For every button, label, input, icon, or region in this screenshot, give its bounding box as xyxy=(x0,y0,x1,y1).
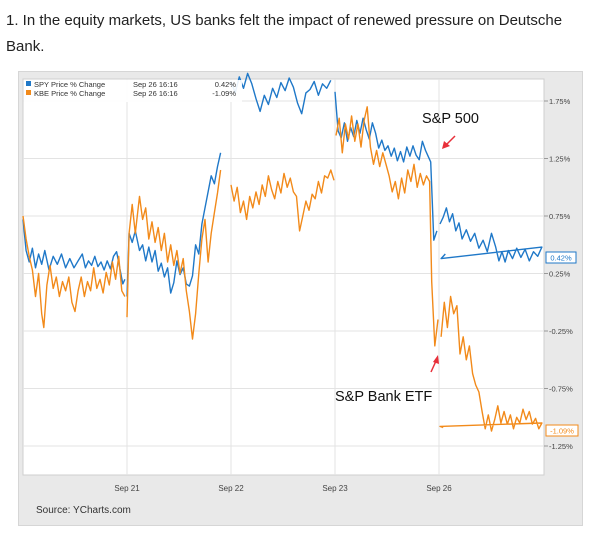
annotation-bank-etf-arrow-icon xyxy=(430,360,437,373)
annotation-bank-etf: S&P Bank ETF xyxy=(335,355,439,405)
legend-swatch-kbe xyxy=(26,90,31,95)
legend-swatch-spy xyxy=(26,81,31,86)
legend-date-spy: Sep 26 16:16 xyxy=(133,80,178,89)
end-value-label-spy: 0.42% xyxy=(545,251,577,264)
legend: SPY Price % Change Sep 26 16:16 0.42% KB… xyxy=(24,80,242,102)
legend-name-spy: SPY Price % Change xyxy=(34,80,105,89)
legend-date-kbe: Sep 26 16:16 xyxy=(133,89,178,98)
source-credit: Source: YCharts.com xyxy=(36,505,131,516)
annotation-bank-etf-arrowhead-icon xyxy=(433,355,439,364)
x-tick-label: Sep 26 xyxy=(426,484,452,493)
legend-box xyxy=(24,80,242,102)
x-tick-label: Sep 22 xyxy=(218,484,244,493)
intro-text: 1. In the equity markets, US banks felt … xyxy=(6,12,563,55)
annotation-sp500-label: S&P 500 xyxy=(422,111,479,127)
series-line-spy xyxy=(22,72,543,297)
legend-value-spy: 0.42% xyxy=(215,80,237,89)
end-value-box-kbe xyxy=(545,424,579,437)
y-tick-label: -0.75% xyxy=(549,385,573,394)
y-tick-label: 0.25% xyxy=(549,270,571,279)
legend-name-kbe: KBE Price % Change xyxy=(34,89,105,98)
end-value-text-kbe: -1.09% xyxy=(550,427,574,436)
x-tick-label: Sep 23 xyxy=(322,484,348,493)
y-tick-label: -0.25% xyxy=(549,327,573,336)
annotation-bank-etf-label: S&P Bank ETF xyxy=(335,389,432,405)
axes: Sep 21 Sep 22 Sep 23 Sep 26 1.75% 1.25% 0.75% 0… xyxy=(114,97,573,493)
series-line-kbe xyxy=(22,106,543,432)
end-value-label-kbe: -1.09% xyxy=(545,424,579,437)
grid-lines xyxy=(23,79,544,475)
y-tick-label: -1.25% xyxy=(549,442,573,451)
plot-area xyxy=(22,78,545,476)
y-tick-label: 0.75% xyxy=(549,212,571,221)
end-value-box-spy xyxy=(545,251,577,264)
y-tick-label: 1.75% xyxy=(549,97,571,106)
legend-value-kbe: -1.09% xyxy=(212,89,236,98)
series-lines xyxy=(22,72,543,432)
end-value-text-spy: 0.42% xyxy=(550,254,572,263)
annotation-sp500-arrow-icon xyxy=(445,135,456,146)
y-tick-label: 1.25% xyxy=(549,155,571,164)
annotation-sp500-arrowhead-icon xyxy=(442,141,450,149)
x-tick-label: Sep 21 xyxy=(114,484,140,493)
annotation-sp500: S&P 500 xyxy=(422,111,479,149)
